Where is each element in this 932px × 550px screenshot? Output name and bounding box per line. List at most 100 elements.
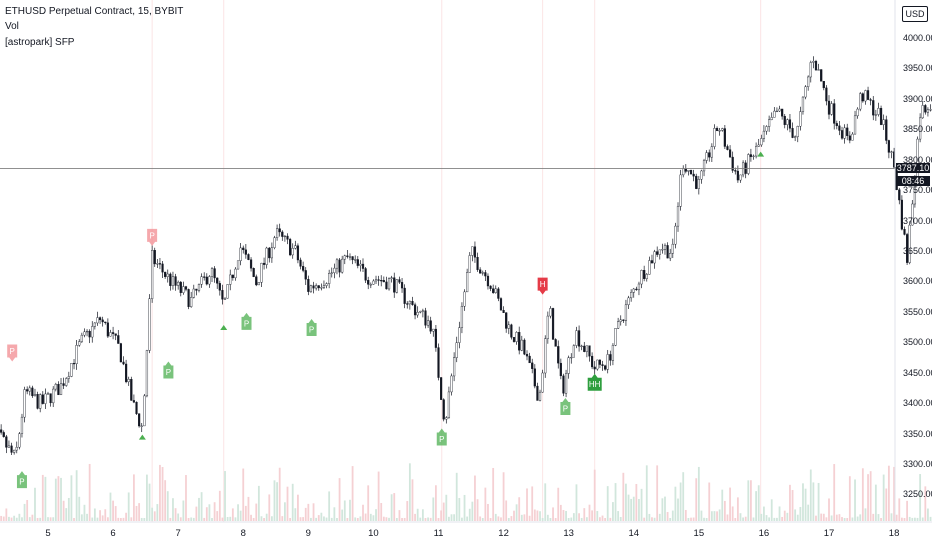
candle-body [572,345,575,358]
volume-bar [812,482,815,521]
volume-bar [752,517,755,521]
candle-body [624,304,628,321]
volume-bar [513,510,515,521]
candle-body [679,174,682,207]
candle-body [906,234,909,263]
candle-body [338,259,341,273]
candle-body [5,436,8,448]
candle-body [236,260,240,270]
volume-bar [41,474,44,521]
sfp-label-shape [306,318,317,336]
volume-bar [794,509,797,521]
candle-body [692,173,695,177]
candle-body [512,337,516,342]
volume-bar [401,517,403,521]
candle-body [492,288,495,293]
sfp-label-marker: P [147,228,158,246]
volume-bar [273,480,276,521]
volume-bar [617,511,620,521]
candle-body [408,301,411,305]
candle-body [604,365,607,370]
volume-bar [643,517,646,521]
volume-bar [885,488,888,521]
candle-body [278,228,281,233]
candle-body [252,268,255,277]
volume-bar [0,515,3,521]
candle-body [442,399,445,420]
volume-bar [674,486,677,521]
candle-body [333,267,336,274]
volume-bar [349,499,351,521]
candle-body [226,284,229,299]
time-tick-label: 11 [433,528,444,539]
candle-body [75,345,78,364]
candle-body [93,322,96,327]
candle-body [788,119,792,129]
volume-bar [601,515,604,521]
candle-body [580,345,583,347]
candle-body [466,272,469,293]
volume-bar [684,509,687,521]
candle-body [559,362,562,377]
volume-bar [414,513,416,521]
volume-bar [468,508,471,521]
candle-body [807,76,810,87]
candle-body [486,275,490,287]
volume-bar [677,498,679,521]
candle-body [879,108,883,125]
candle-body [13,449,16,453]
volume-bar [471,501,474,521]
volume-bar [281,516,284,521]
volume-bar [47,517,49,521]
volume-bar [651,517,653,521]
signal-vertical-lines [151,0,762,522]
candle-body [221,290,224,300]
candle-body [481,272,484,274]
volume-bar [330,517,333,521]
candle-body [601,364,604,366]
legend-indicator[interactable]: [astropark] SFP [5,37,75,48]
candle-body [312,285,315,289]
candle-body [471,246,474,256]
volume-bar [549,517,552,521]
volume-bar [143,518,146,521]
volume-bar [591,510,593,521]
volume-bar [765,515,768,521]
volume-bar [739,513,742,521]
volume-bar [783,510,786,521]
candle-body [109,332,112,337]
candle-body [825,87,828,102]
volume-bar [833,464,836,521]
volume-bar [528,515,531,521]
candle-body [648,260,651,275]
volume-bar [653,517,656,521]
candle-body [260,262,263,283]
volume-bar [437,518,440,521]
candle-body [661,249,664,251]
candle-body [174,276,177,286]
candle-body [757,144,760,147]
volume-bar [260,516,263,521]
candle-body [354,259,357,261]
volume-bar [539,511,541,521]
sfp-label-text: P [149,231,154,240]
currency-button[interactable]: USD [902,6,928,22]
volume-bar [557,487,560,521]
volume-bar [359,516,362,521]
volume-bar [856,516,859,521]
candle-body [924,105,927,113]
candle-body [229,274,232,285]
candle-body [127,379,130,383]
candle-body [143,395,146,427]
volume-bar [476,499,479,521]
volume-bar [198,497,200,521]
volume-bar [203,517,206,521]
candle-body [49,393,52,404]
volume-bar [211,517,213,521]
legend-vol[interactable]: Vol [5,21,19,32]
volume-bar [606,486,609,521]
volume-bar [284,502,286,521]
legend-symbol[interactable]: ETHUSD Perpetual Contract, 15, BYBIT [5,6,184,17]
candle-body [671,243,674,254]
